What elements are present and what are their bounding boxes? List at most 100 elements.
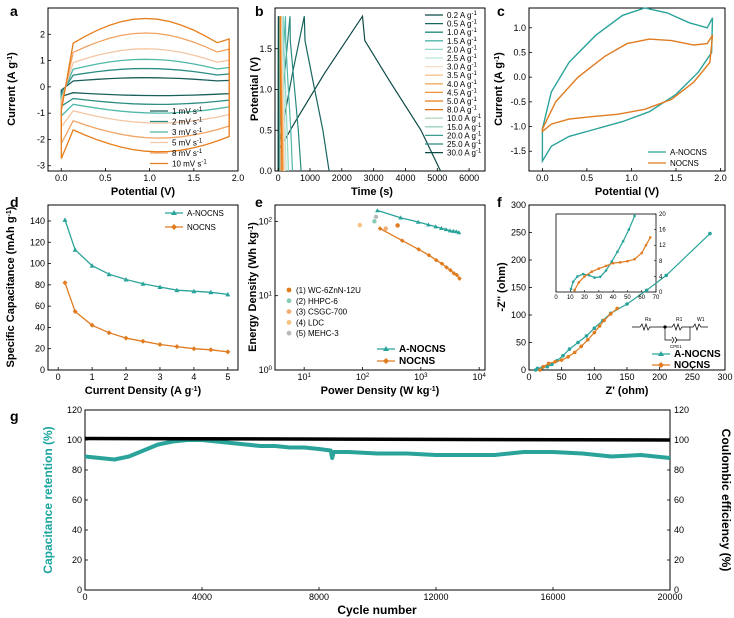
ragone-point [443, 227, 449, 232]
capacitance-point [72, 247, 78, 252]
xtick-label-f: 0 [526, 372, 531, 382]
legend-b-7-sup: -1 [471, 71, 477, 77]
inset-xtick-label: 10 [567, 295, 574, 301]
xtick-label-f: 200 [652, 372, 667, 382]
nyquist-point [553, 359, 557, 364]
legend-a-3-sup: -1 [197, 139, 203, 145]
legend-b-16-label: 30.0 A g-1 [447, 149, 482, 158]
capacitance-point [191, 288, 197, 294]
legend-e-lit-label: (3) CSGC-700 [296, 308, 348, 317]
ytick-label-f: 100 [511, 310, 526, 320]
ylabel-e-sup: -1 [248, 226, 255, 232]
inset-ytick-label: 12 [659, 243, 666, 249]
legend-b-10-sup: -1 [471, 97, 477, 103]
ragone-point [451, 271, 457, 276]
xlabel-f: Z' (ohm) [606, 385, 649, 397]
cv-curve-4 [60, 32, 230, 144]
inset-xtick-label: 40 [610, 295, 617, 301]
ragone-point [426, 222, 431, 227]
legend-b-5-sup: -1 [471, 54, 477, 60]
ytick-label-b: 1.5 [259, 44, 272, 54]
nyquist-point [592, 330, 597, 335]
ytick-label-e: 101 [259, 291, 273, 301]
nyquist-point [615, 306, 619, 311]
inset-point [604, 269, 608, 272]
ytick-label-c: -0.5 [510, 97, 526, 107]
ytick-label-g-right: 20 [674, 555, 684, 565]
legend-b-15-sup: -1 [476, 140, 482, 146]
xtick-label-f: 250 [685, 372, 700, 382]
inset-point [604, 264, 608, 268]
xtick-sup-e: 2 [366, 373, 370, 379]
panel-label-e: e [255, 194, 263, 210]
ragone-point [377, 226, 383, 231]
legend-a-0-sup: -1 [197, 107, 203, 113]
legend-d-1-label: NOCNS [187, 223, 216, 232]
legend-f-0-marker [658, 351, 664, 356]
ragone-point [453, 229, 459, 234]
xtick-sup-e: 3 [424, 373, 428, 379]
inset-point [611, 261, 615, 265]
ytick-label-f: 150 [511, 283, 526, 293]
cv-curve-2 [60, 58, 230, 118]
inset-point [648, 236, 652, 239]
legend-b-10-label: 5.0 A g-1 [447, 97, 477, 106]
ragone-point [399, 238, 405, 243]
axes-frame-a [47, 7, 239, 172]
xlabel-e: Power Density (W kg-1) [321, 385, 440, 397]
xlabel-a: Potential (V) [111, 186, 176, 198]
inset-point [583, 275, 586, 278]
capacitance-point [72, 308, 78, 314]
inset-point [593, 276, 596, 279]
axes-frame-c [528, 7, 726, 172]
legend-e-lit-marker [286, 330, 292, 336]
inset-xtick-label: 70 [653, 295, 660, 301]
cv-compare-0 [541, 7, 714, 164]
ragone-point [439, 225, 444, 230]
xlabel-b: Time (s) [351, 186, 393, 198]
legend-b-4-sup: -1 [471, 45, 477, 51]
xtick-label-e: 104 [472, 372, 486, 382]
inset-ytick-label: 4 [659, 274, 663, 280]
legend-b-0-sup: -1 [471, 11, 477, 17]
xtick-label-g: 12000 [423, 592, 448, 602]
legend-e-1-marker [383, 358, 389, 364]
ytick-label-g-right: 60 [674, 495, 684, 505]
capacitance-point [89, 263, 95, 268]
ytick-label-b: 0.5 [259, 125, 272, 135]
nyquist-point [559, 358, 564, 362]
nyquist-point [541, 364, 546, 369]
ytick-label-g-right: 120 [674, 405, 689, 415]
nyquist-point [572, 350, 577, 355]
ytick-label-g-left: 40 [72, 525, 82, 535]
xtick-label-b: 1000 [300, 173, 320, 183]
ylabel-e-tail: ) [247, 222, 259, 226]
ytick-label-a: -2 [37, 134, 45, 144]
capacitance-point [174, 344, 180, 350]
legend-d-1-marker [171, 224, 177, 230]
retention-band [84, 438, 671, 462]
capacitance-point [106, 330, 112, 336]
cv-curve-1 [60, 67, 230, 108]
legend-b-2-label: 1.0 A g-1 [447, 28, 477, 37]
ragone-point [444, 265, 449, 270]
legend-b-11-label: 8.0 A g-1 [447, 106, 477, 115]
capacitance-point [106, 271, 112, 277]
legend-e-lit-marker [286, 287, 292, 293]
inset-ytick-label: 8 [659, 259, 663, 265]
legend-b-1-sup: -1 [471, 20, 477, 26]
capacitance-point [174, 287, 180, 293]
legend-b-6-label: 3.0 A g-1 [447, 63, 477, 72]
ytick-label-a: 2 [40, 29, 45, 39]
legend-b-4-label: 2.0 A g-1 [447, 45, 477, 54]
legend-a-4-sup: -1 [197, 149, 203, 155]
cv-compare-1 [541, 34, 714, 133]
legend-b-13-label: 15.0 A g-1 [447, 123, 482, 132]
legend-f-1-label: NOCNS [674, 360, 710, 371]
capacitance-point [123, 277, 129, 282]
inset-frame-f [555, 213, 657, 293]
nyquist-point [579, 344, 584, 349]
circuit-label-cpe1: CPE1 [670, 344, 682, 349]
